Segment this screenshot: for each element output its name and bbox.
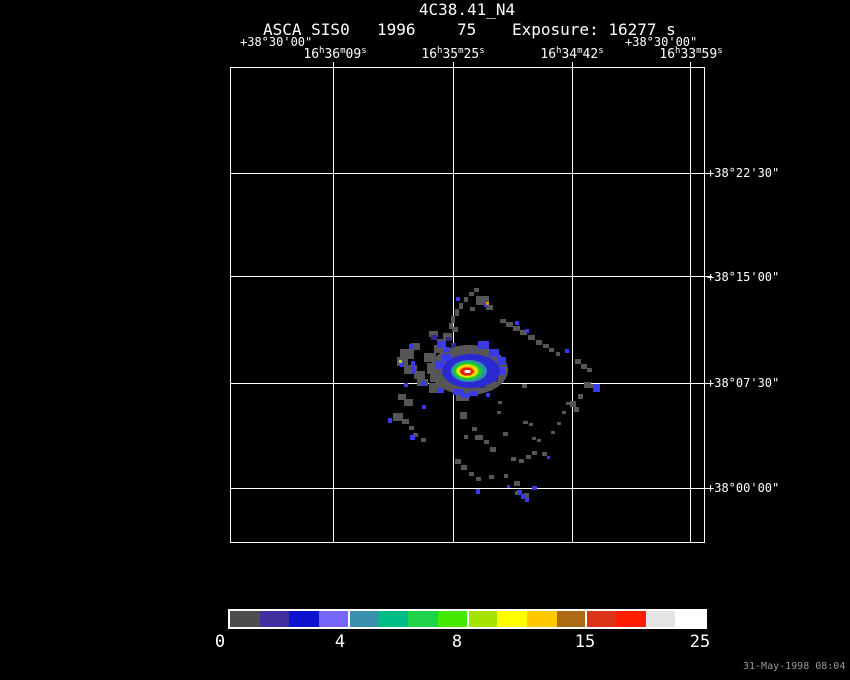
- colorbar-segment: [526, 611, 557, 627]
- render-timestamp: 31-May-1998 08:04: [743, 661, 846, 672]
- axis-tick: [690, 62, 691, 67]
- colorbar-segment: [556, 611, 587, 627]
- instrument-label: ASCA SIS0: [263, 20, 350, 39]
- dec-axis-label: +38°07'30": [707, 376, 780, 390]
- ra-axis-label: 16h36m09s: [303, 46, 367, 62]
- axis-tick: [699, 276, 712, 277]
- gridline: [453, 68, 454, 542]
- dec-axis-label: +38°15'00": [707, 270, 780, 284]
- colorbar-segment: [230, 611, 260, 627]
- observation-year: 1996: [377, 20, 416, 39]
- colorbar-tick-label: 25: [689, 632, 711, 652]
- ra-axis-label: 16h35m25s: [421, 46, 485, 62]
- colorbar-segment: [497, 611, 527, 627]
- dec-label-top-right: +38°30'00": [625, 35, 698, 49]
- sequence-number: 75: [457, 20, 477, 39]
- colorbar-tick-label: 4: [334, 632, 346, 652]
- colorbar-tick-line: [466, 611, 469, 627]
- axis-tick: [572, 62, 573, 67]
- axis-tick: [699, 173, 712, 174]
- axis-tick: [699, 488, 712, 489]
- x-ray-source-core-ring: [464, 369, 471, 374]
- ra-axis-label: 16h33m59s: [659, 46, 723, 62]
- colorbar-segment: [378, 611, 409, 627]
- emission-speck: [399, 360, 402, 363]
- colorbar-segment: [645, 611, 676, 627]
- page-title: 4C38.41_N4: [418, 0, 516, 19]
- colorbar-segment: [675, 611, 705, 627]
- colorbar-segment: [467, 611, 498, 627]
- dec-axis-label: +38°22'30": [707, 166, 780, 180]
- colorbar-segment: [615, 611, 646, 627]
- gridline: [572, 68, 573, 542]
- ra-axis-label: 16h34m42s: [540, 46, 604, 62]
- colorbar-segment: [319, 611, 349, 627]
- gridline: [231, 276, 704, 277]
- emission-map: [388, 288, 600, 502]
- emission-speck: [486, 302, 489, 305]
- dec-label-top-left: +38°30'00": [240, 35, 313, 49]
- axis-tick: [699, 383, 712, 384]
- colorbar-tick-line: [347, 611, 350, 627]
- axis-tick: [453, 62, 454, 67]
- gridline: [333, 68, 334, 542]
- exposure-label: Exposure: 16277 s: [512, 20, 676, 39]
- colorbar-segment: [408, 611, 438, 627]
- gridline: [231, 173, 704, 174]
- colorbar-segment: [437, 611, 468, 627]
- colorbar-tick-label: 15: [574, 632, 596, 652]
- colorbar-tick-label: 8: [451, 632, 463, 652]
- colorbar: [228, 609, 707, 629]
- gridline: [231, 488, 704, 489]
- diffuse-emission: [393, 288, 595, 498]
- gridline: [690, 68, 691, 542]
- colorbar-segment: [259, 611, 290, 627]
- low-count-emission: [388, 297, 600, 502]
- colorbar-segment: [348, 611, 379, 627]
- dec-axis-label: +38°00'00": [707, 481, 780, 495]
- colorbar-segment: [289, 611, 320, 627]
- colorbar-tick-line: [585, 611, 588, 627]
- axis-tick: [333, 62, 334, 67]
- colorbar-tick-label: 0: [214, 632, 226, 652]
- colorbar-segment: [586, 611, 616, 627]
